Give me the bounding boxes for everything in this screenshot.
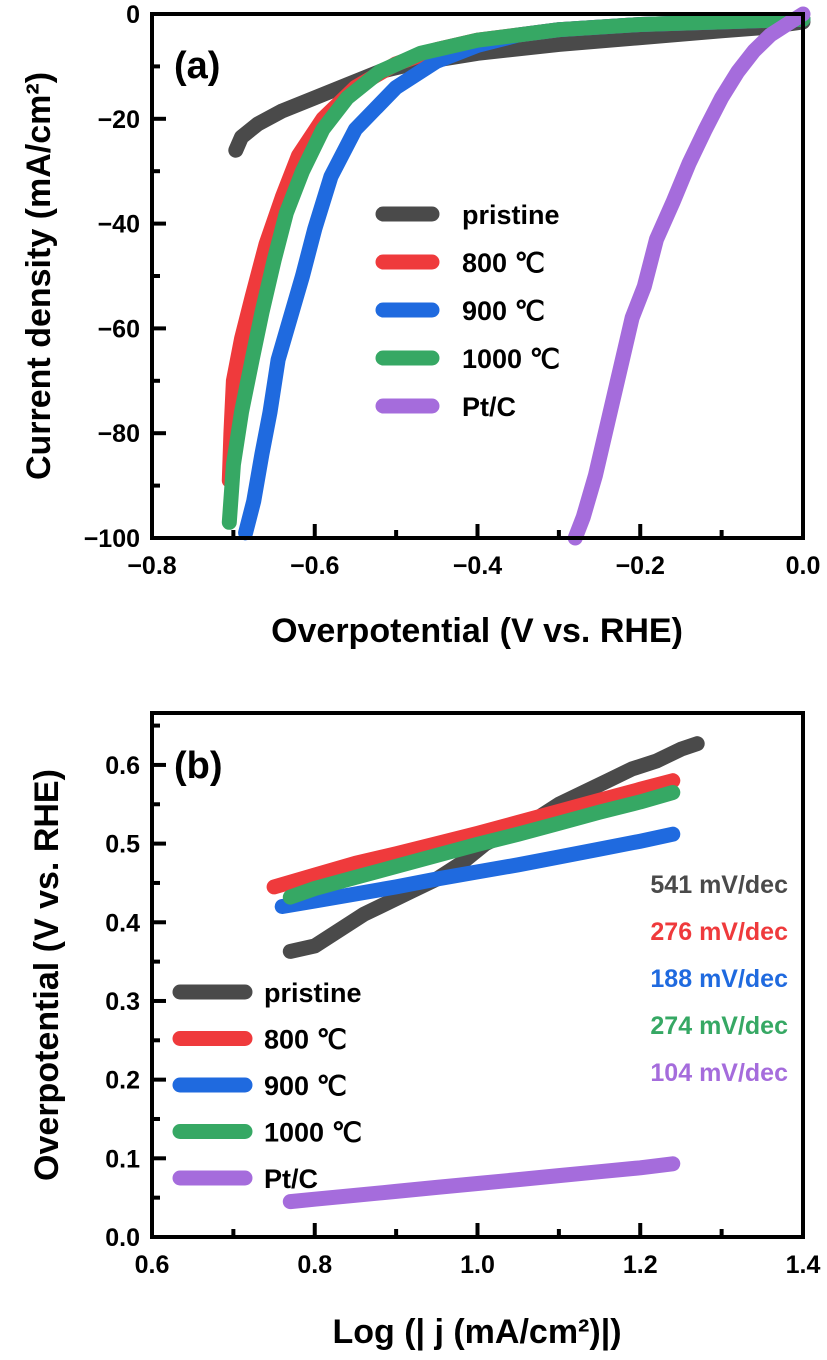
panel-b-x-tick-label: 1.0 xyxy=(460,1251,495,1279)
panel-b-legend-label-pristine: pristine xyxy=(264,978,362,1008)
panel-a-y-tick-label: −20 xyxy=(98,106,140,134)
panel-b-legend-label-900-c: 900 ℃ xyxy=(264,1071,347,1101)
panel-a-ticks: −0.8 −0.6 −0.4 −0.2 0.0 0 −20 −40 −60 −80 −100 xyxy=(84,1,821,580)
panel-b-y-tick-label: 0.2 xyxy=(105,1067,140,1095)
panel-b-y-axis-title: Overpotential (V vs. RHE) xyxy=(28,769,66,1181)
panel-a-series-1000-c xyxy=(221,11,811,530)
panel-a-label: (a) xyxy=(174,45,220,87)
panel-b-tafel-slope-800-c: 276 mV/dec xyxy=(650,918,788,946)
panel-b-x-tick-label: 0.6 xyxy=(135,1251,170,1279)
panel-a-legend-label-800-c: 800 ℃ xyxy=(462,248,545,278)
panel-a-legend-label-1000-c: 1000 ℃ xyxy=(462,344,560,374)
panel-b-legend-label-800-c: 800 ℃ xyxy=(264,1025,347,1055)
panel-b-series-pt-c xyxy=(282,1156,681,1210)
panel-b-series-1000-c xyxy=(282,785,681,905)
panel-b-tafel-slope-pt-c: 104 mV/dec xyxy=(650,1059,788,1087)
panel-a-x-tick-label: −0.2 xyxy=(616,552,665,580)
panel-a-legend-label-900-c: 900 ℃ xyxy=(462,296,545,326)
panel-a-y-axis-title: Current density (mA/cm²) xyxy=(20,72,58,480)
panel-b-y-tick-label: 0.6 xyxy=(105,752,140,780)
panel-b-curves xyxy=(266,736,705,1210)
panel-b-label: (b) xyxy=(174,745,223,787)
panel-b-y-tick-label: 0.4 xyxy=(105,909,140,937)
panel-b-x-tick-label: 1.4 xyxy=(786,1251,821,1279)
panel-a-legend-label-pristine: pristine xyxy=(462,200,560,230)
panel-b-y-tick-label: 0.3 xyxy=(105,988,140,1016)
panel-a-y-tick-label: −100 xyxy=(84,525,140,553)
panel-a-legend: pristine 800 ℃ 900 ℃ 1000 ℃ Pt/C xyxy=(375,200,560,422)
panel-b-x-axis-title: Log (| j (mA/cm²)|) xyxy=(332,1313,621,1351)
panel-a-x-tick-label: −0.8 xyxy=(127,552,176,580)
panel-b-series-800-c xyxy=(266,773,681,895)
panel-b-x-tick-label: 0.8 xyxy=(297,1251,332,1279)
panel-a-y-tick-label: −80 xyxy=(98,420,140,448)
panel-a-y-tick-label: −60 xyxy=(98,315,140,343)
panel-a-curves xyxy=(221,6,811,546)
panel-a-x-axis-title: Overpotential (V vs. RHE) xyxy=(271,612,683,650)
panel-a-y-tick-label: 0 xyxy=(126,1,140,29)
panel-b-tafel-slope-1000-c: 274 mV/dec xyxy=(650,1012,788,1040)
panel-a-legend-label-pt-c: Pt/C xyxy=(462,392,516,422)
panel-a-x-tick-label: 0.0 xyxy=(786,552,821,580)
panel-a-lsv-chart: −0.8 −0.6 −0.4 −0.2 0.0 0 −20 −40 −60 −80 −100 (a)… xyxy=(20,1,820,650)
panel-b-tafel-slope-pristine: 541 mV/dec xyxy=(650,871,788,899)
panel-b-series-900-c xyxy=(274,826,681,914)
panel-b-y-tick-label: 0.5 xyxy=(105,831,140,859)
panel-b-tafel-slope-annotations: 541 mV/dec 276 mV/dec 188 mV/dec 274 mV/dec… xyxy=(650,871,788,1087)
panel-b-legend: pristine 800 ℃ 900 ℃ 1000 ℃ Pt/C xyxy=(172,978,362,1194)
panel-b-x-tick-label: 1.2 xyxy=(623,1251,658,1279)
panel-b-tafel-chart: 0.6 0.8 1.0 1.2 1.4 0.0 0.1 0.2 0.3 0.4 0.5 0.6 (b)… xyxy=(28,711,821,1351)
panel-a-series-pt-c xyxy=(567,6,811,546)
panel-a-x-tick-label: −0.4 xyxy=(453,552,502,580)
panel-a-x-tick-label: −0.6 xyxy=(290,552,339,580)
panel-b-legend-label-pt-c: Pt/C xyxy=(264,1164,318,1194)
panel-a-y-tick-label: −40 xyxy=(98,211,140,239)
panel-b-legend-label-1000-c: 1000 ℃ xyxy=(264,1118,362,1148)
panel-b-y-tick-label: 0.0 xyxy=(105,1224,140,1252)
panel-b-ticks: 0.6 0.8 1.0 1.2 1.4 0.0 0.1 0.2 0.3 0.4 0.5 0.6 xyxy=(105,723,821,1279)
panel-b-y-tick-label: 0.1 xyxy=(105,1145,140,1173)
panel-b-tafel-slope-900-c: 188 mV/dec xyxy=(650,965,788,993)
